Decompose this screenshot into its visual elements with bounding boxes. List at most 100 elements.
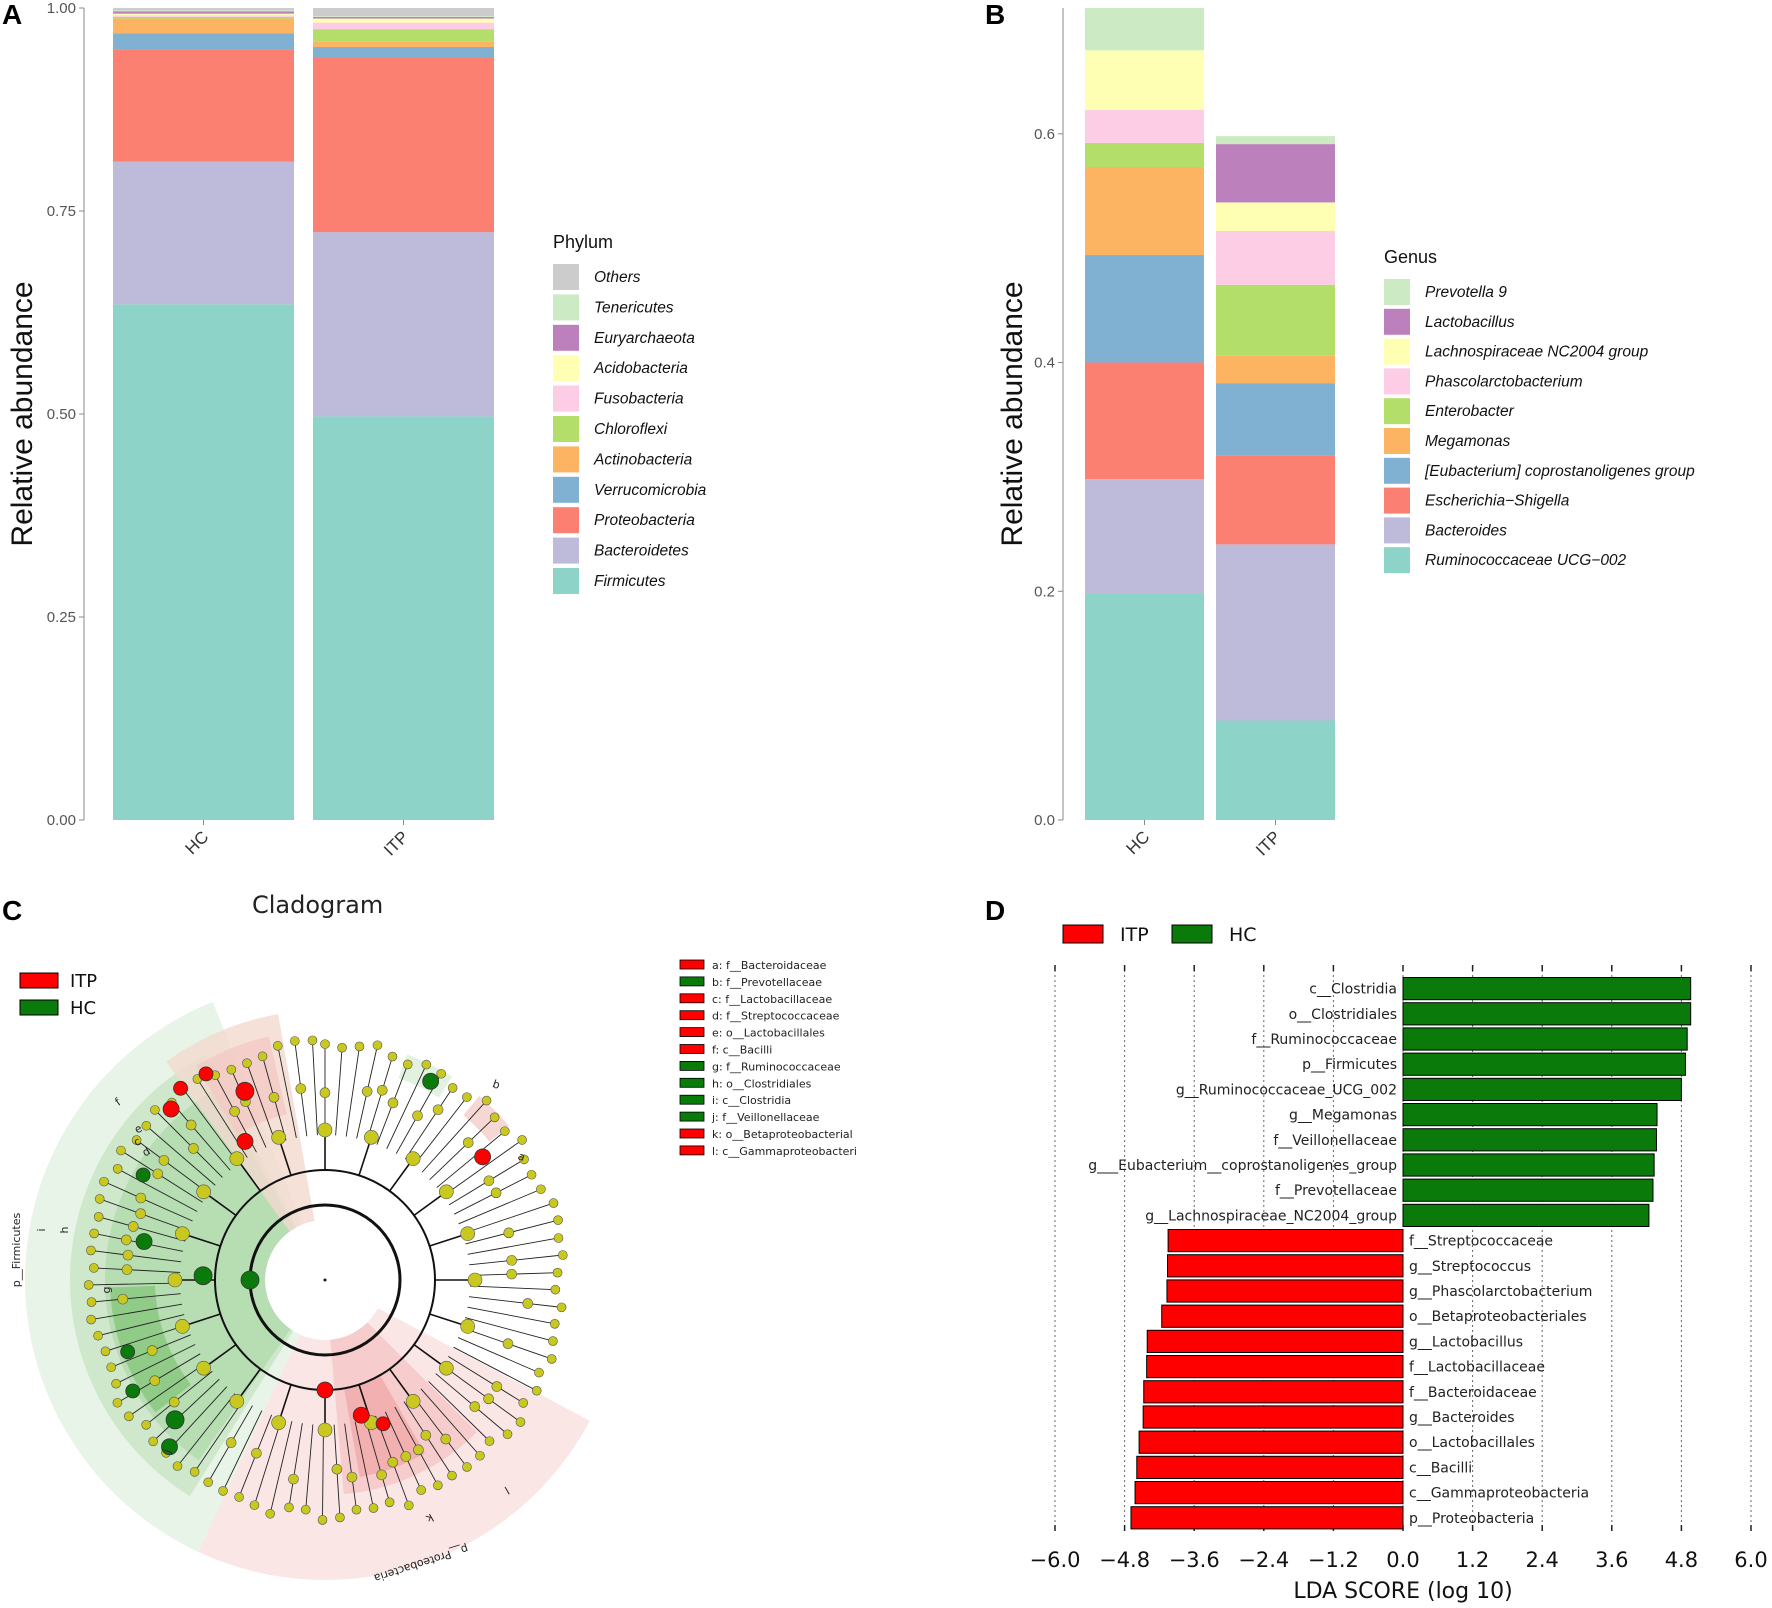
bar-label-p-firmicutes: p__Firmicutes [1302, 1057, 1397, 1073]
leaf-node [106, 1362, 116, 1373]
tree-node [120, 1234, 132, 1246]
bar-segment-megamonas-hc [1085, 166, 1204, 256]
x-category-label: HC [1123, 827, 1154, 858]
leaf-node [320, 1039, 330, 1049]
leaf-node [99, 1176, 109, 1187]
tree-branch [458, 1188, 542, 1225]
lda-bar-g-eubacterium-coprostanoligenes-group [1402, 1153, 1655, 1177]
leaf-node [83, 1280, 94, 1290]
leaf-node [337, 1042, 347, 1053]
tree-branch [468, 1296, 562, 1308]
lda-bar-p-firmicutes [1402, 1052, 1686, 1076]
leaf-node [552, 1267, 563, 1278]
bar-segment-megamonas-itp [1216, 355, 1335, 384]
leaf-node [335, 1512, 345, 1523]
tree-node [439, 1184, 454, 1200]
legend-title: Genus [1384, 247, 1437, 267]
x-tick-label: −1.2 [1308, 1548, 1359, 1572]
sector-label-p-firmicutes: p__Firmicutes [10, 1212, 23, 1287]
bar-segment-eubacterium-coprostanoligenes-group-itp [1216, 383, 1335, 456]
lda-bar-f-bacteroidaceae [1143, 1380, 1404, 1404]
tree-node [158, 1155, 170, 1166]
leaf-node [94, 1194, 105, 1204]
tree-branch [91, 1303, 183, 1321]
tree-node [361, 1086, 373, 1097]
tree-node [440, 1433, 452, 1445]
lda-bar-p-proteobacteria [1130, 1506, 1404, 1530]
legend-swatch-acidobacteria [553, 355, 579, 382]
leaf-node [484, 1436, 495, 1446]
leaf-node [93, 1212, 104, 1222]
leaf-node [462, 1462, 472, 1472]
tree-branch [269, 1421, 293, 1514]
biomarker-node-hc [165, 1410, 185, 1430]
leaf-node [518, 1398, 529, 1408]
leaf-node [550, 1284, 561, 1295]
tree-node [229, 1106, 240, 1117]
bar-label-g-streptococcus: g__Streptococcus [1409, 1259, 1531, 1275]
tree-node [490, 1187, 502, 1199]
sector-bacteroidaceae [463, 1096, 509, 1142]
bar-segment-bacteroides-hc [1085, 479, 1204, 594]
lda-bar-o-lactobacillales [1138, 1430, 1404, 1454]
tree-node [117, 1293, 129, 1305]
x-tick-label: 0.0 [1386, 1548, 1419, 1572]
tree-node [469, 1401, 481, 1412]
sector-label-f: f [113, 1095, 125, 1109]
leaf-node [86, 1314, 96, 1325]
leaf-node [242, 1058, 252, 1069]
key-swatch-4 [679, 1027, 705, 1037]
legend-swatch-itp [19, 972, 59, 989]
tree-branch [115, 1344, 196, 1385]
leaf-node [111, 1378, 121, 1389]
bar-segment-lachnospiraceae-nc2004-group-hc [1085, 50, 1204, 110]
leaf-node [368, 1503, 379, 1513]
bar-segment-proteobacteria-itp [313, 57, 494, 233]
tree-branch [366, 1056, 393, 1142]
tree-node [491, 1381, 503, 1392]
tree-branch [335, 1047, 343, 1136]
lda-bar-g-bacteroides [1142, 1405, 1404, 1429]
x-tick-label: 4.8 [1665, 1548, 1698, 1572]
legend-label-firmicutes: Firmicutes [594, 573, 666, 590]
x-tick-label: −4.8 [1099, 1548, 1150, 1572]
leaf-node [447, 1083, 458, 1093]
tree-node [152, 1168, 164, 1180]
tree-branch [442, 1139, 523, 1197]
legend-swatch-fusobacteria [553, 385, 579, 412]
key-swatch-8 [679, 1094, 705, 1105]
leaf-node [131, 1135, 142, 1145]
panel-c-cladogram: Cladogram ITP HC a: f__Bacteroidaceae b: f_… [10, 891, 857, 1585]
tree-root [323, 1278, 327, 1282]
y-tick-label: 0.75 [47, 203, 76, 220]
tree-branch [145, 1370, 213, 1426]
legend-swatch-tenericutes [553, 294, 579, 321]
y-tick-label: 1.00 [47, 0, 76, 17]
bar-segment-fusobacteria-itp [313, 22, 494, 30]
key-swatch-0 [679, 959, 705, 970]
legend-label-others: Others [594, 269, 641, 286]
bar-segment-ruminococcaceae-ucg-002-itp [1216, 720, 1335, 820]
tree-branch [311, 1040, 318, 1136]
tree-node [460, 1226, 475, 1241]
tree-node [420, 1429, 432, 1441]
key-swatch-6 [679, 1061, 705, 1071]
tree-node [317, 1122, 333, 1138]
tree-branch [386, 1064, 427, 1149]
tree-node [122, 1249, 134, 1261]
legend-label-verrucomicrobia: Verrucomicrobia [594, 482, 707, 499]
tree-branch [429, 1117, 495, 1180]
tree-node [188, 1143, 199, 1154]
panel-a-phylum-chart: 0.00 0.25 0.50 0.75 1.00 Relative abundance HC… [6, 0, 707, 860]
leaf-node [489, 1112, 500, 1123]
tree-branch [457, 1337, 540, 1374]
leaf-node [526, 1169, 537, 1180]
panel-letter-a: A [2, 0, 22, 30]
legend-swatch-euryarchaeota [553, 324, 579, 351]
biomarker-node-itp [375, 1416, 391, 1432]
leaf-node [112, 1397, 123, 1408]
leaf-node [86, 1245, 96, 1256]
legend-swatch-actinobacteria [553, 446, 579, 473]
tree-node [506, 1268, 518, 1280]
tree-node [127, 1221, 139, 1232]
